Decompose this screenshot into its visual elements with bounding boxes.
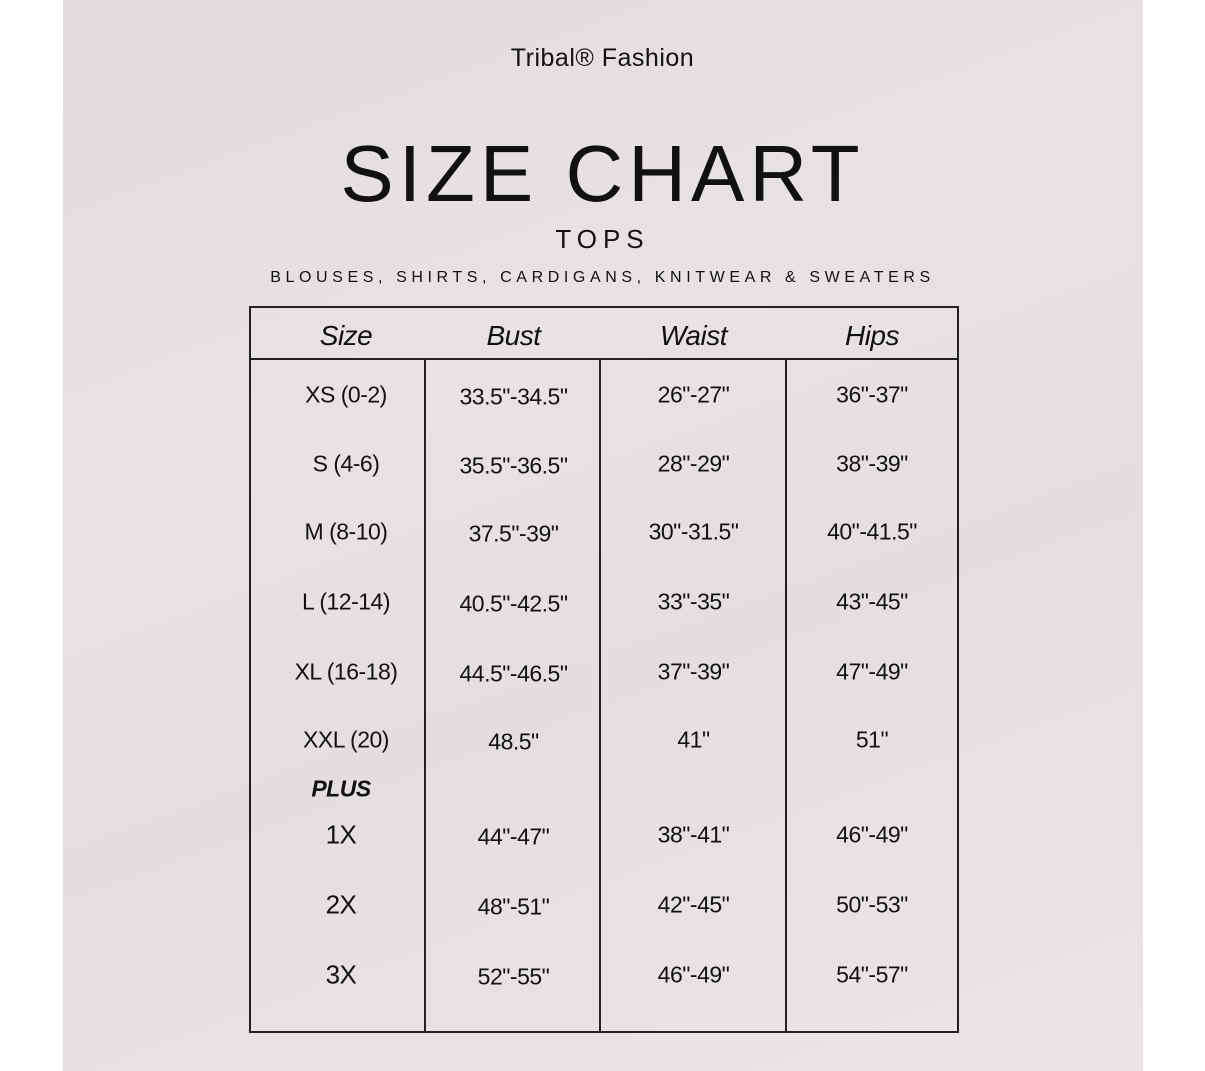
cell-hips: 38"-39" — [836, 450, 908, 477]
page-subtitle: TOPS — [555, 224, 650, 254]
cell-bust: 52"-55" — [477, 963, 550, 990]
column-divider — [785, 360, 787, 1031]
header-hips: Hips — [844, 320, 900, 351]
cell-bust: 33.5"-34.5" — [459, 383, 568, 410]
header-size: Size — [319, 320, 373, 351]
column-divider — [599, 360, 601, 1031]
cell-waist: 30"-31.5" — [648, 518, 739, 545]
cell-hips: 43"-45" — [836, 588, 908, 615]
cell-hips: 46"-49" — [836, 821, 908, 848]
brand-name: Tribal® Fashion — [510, 44, 695, 72]
cell-bust: 48.5" — [488, 728, 539, 755]
cell-hips: 54"-57" — [836, 961, 908, 988]
cell-hips: 36"-37" — [836, 381, 908, 408]
cell-hips: 40"-41.5" — [827, 518, 917, 545]
cell-bust: 40.5"-42.5" — [459, 590, 568, 617]
cell-waist: 37"-39" — [657, 658, 730, 685]
cell-hips: 50"-53" — [836, 891, 908, 918]
size-table: Size Bust Waist Hips XS (0-2) 33.5"-34.5" 26"-… — [249, 306, 959, 1033]
cell-waist: 38"-41" — [657, 821, 730, 848]
plus-section-label: PLUS — [311, 775, 371, 802]
cell-bust: 44"-47" — [477, 823, 550, 850]
cell-size: XXL (20) — [303, 726, 389, 753]
page-title: SIZE CHART — [340, 129, 865, 218]
cell-size: XS (0-2) — [305, 381, 387, 408]
category-list: BLOUSES, SHIRTS, CARDIGANS, KNITWEAR & S… — [270, 269, 935, 286]
cell-size: S (4-6) — [312, 450, 380, 477]
cell-bust: 48"-51" — [477, 893, 550, 920]
cell-size: L (12-14) — [302, 588, 390, 615]
cell-size: M (8-10) — [304, 518, 388, 545]
cell-waist: 42"-45" — [657, 891, 730, 918]
cell-size: 3X — [325, 959, 357, 990]
cell-size: XL (16-18) — [294, 658, 398, 685]
cell-waist: 41" — [677, 726, 710, 753]
cell-waist: 26"-27" — [657, 381, 730, 408]
cell-waist: 28"-29" — [657, 450, 730, 477]
cell-bust: 35.5"-36.5" — [459, 452, 568, 479]
header-bust: Bust — [486, 320, 541, 351]
column-divider — [424, 360, 426, 1031]
cell-bust: 37.5"-39" — [468, 520, 559, 547]
cell-size: 1X — [325, 819, 357, 850]
cell-hips: 47"-49" — [836, 658, 908, 685]
cell-bust: 44.5"-46.5" — [459, 660, 568, 687]
background-panel — [63, 0, 1143, 1071]
cell-size: 2X — [325, 889, 357, 920]
header-waist: Waist — [660, 320, 728, 351]
cell-waist: 46"-49" — [657, 961, 730, 988]
cell-hips: 51" — [855, 726, 889, 753]
header-divider — [251, 358, 957, 360]
cell-waist: 33"-35" — [657, 588, 730, 615]
